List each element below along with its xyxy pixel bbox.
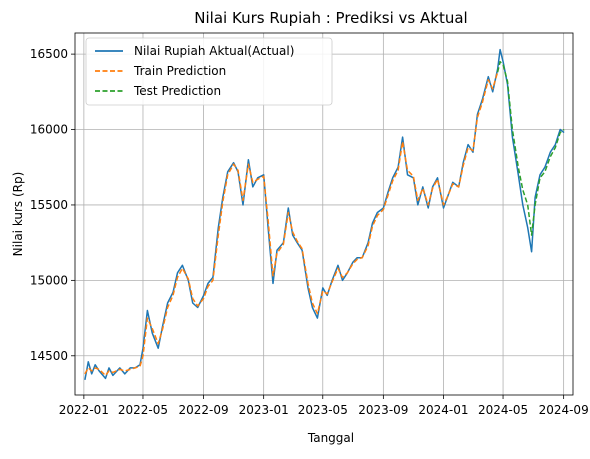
legend-label-0: Nilai Rupiah Aktual(Actual) [134,44,294,58]
x-tick-label: 2022-05 [118,403,168,417]
series-layer [84,48,565,381]
legend-label-2: Test Prediction [133,84,221,98]
series-line-2 [496,60,565,236]
legend-label-1: Train Prediction [133,64,226,78]
series-line-1 [84,71,499,377]
x-tick-label: 2024-09 [539,403,589,417]
legend: Nilai Rupiah Aktual(Actual) Train Predict… [85,37,333,106]
x-tick-label: 2023-05 [298,403,348,417]
x-axis-ticks: 2022-01 2022-05 2022-09 2023-01 2023-05 2023-… [59,395,589,417]
y-axis-label: Nilai kurs (Rp) [11,172,25,257]
x-tick-label: 2022-09 [178,403,228,417]
x-tick-label: 2023-09 [358,403,408,417]
x-tick-label: 2024-05 [478,403,528,417]
y-tick-label: 15000 [30,273,68,287]
y-tick-label: 16000 [30,123,68,137]
plot-frame [74,32,574,396]
x-tick-label: 2024-01 [418,403,468,417]
x-axis-label: Tanggal [307,431,354,445]
y-tick-label: 16500 [30,47,68,61]
x-tick-label: 2023-01 [239,403,289,417]
chart-title: Nilai Kurs Rupiah : Prediksi vs Aktual [194,9,467,27]
y-tick-label: 14500 [30,349,68,363]
y-tick-label: 15500 [30,198,68,212]
y-axis-ticks: 14500 15000 15500 16000 16500 [30,47,75,363]
legend-box [85,37,333,106]
x-tick-label: 2022-01 [59,403,109,417]
